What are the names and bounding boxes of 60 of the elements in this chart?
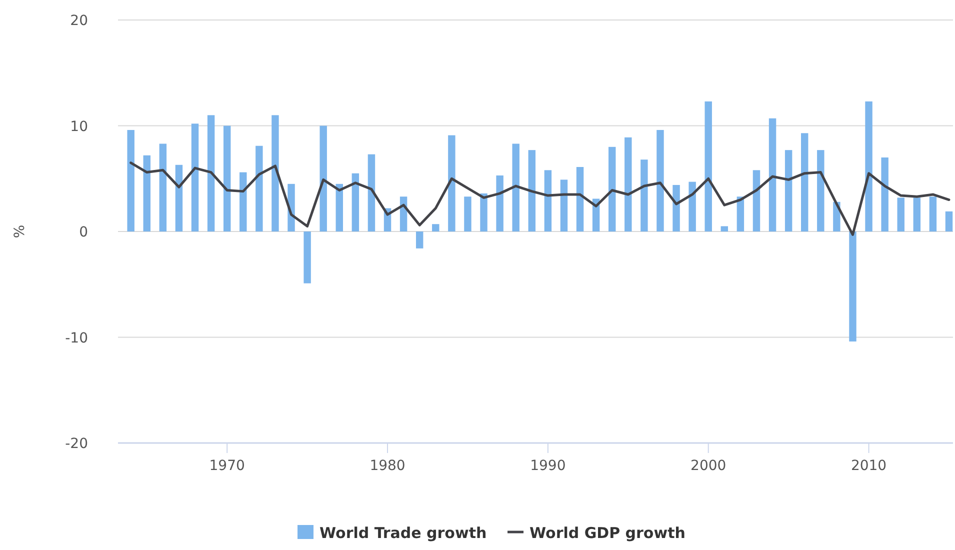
x-tick-label: 1990 xyxy=(530,458,566,474)
bar xyxy=(320,126,327,232)
bar xyxy=(881,157,888,232)
bar xyxy=(560,180,568,232)
bar xyxy=(929,196,937,232)
bar xyxy=(576,166,584,232)
y-tick-label: -20 xyxy=(65,436,88,452)
bar xyxy=(240,172,247,232)
bar xyxy=(656,130,664,232)
bar xyxy=(368,154,376,232)
y-tick-label: -10 xyxy=(65,330,88,346)
x-tick-label: 2010 xyxy=(850,458,887,474)
bar xyxy=(544,170,552,232)
bar xyxy=(608,146,616,232)
bar xyxy=(272,115,279,232)
bar xyxy=(704,101,712,232)
bar xyxy=(784,150,792,232)
x-tick-label: 1970 xyxy=(209,458,245,474)
bar xyxy=(913,198,921,232)
bar xyxy=(480,193,488,232)
bar xyxy=(256,146,263,232)
bar xyxy=(624,137,632,232)
bar xyxy=(688,182,696,232)
bar xyxy=(191,124,199,232)
bar xyxy=(336,184,343,232)
bar xyxy=(496,175,504,232)
bar xyxy=(817,150,824,232)
bar xyxy=(207,115,215,232)
bar xyxy=(945,211,953,232)
bar xyxy=(175,164,183,232)
bar xyxy=(897,198,904,232)
bar xyxy=(768,118,776,232)
bar xyxy=(801,133,808,232)
bar xyxy=(159,144,167,232)
y-tick-label: 10 xyxy=(70,118,88,135)
bar xyxy=(432,224,440,232)
y-axis-title: % xyxy=(12,224,28,238)
y-tick-label: 20 xyxy=(70,13,88,29)
line-series xyxy=(130,162,950,236)
bar xyxy=(304,232,311,284)
bar xyxy=(448,135,456,232)
bar xyxy=(720,226,728,232)
bar xyxy=(528,150,536,232)
legend-label: World Trade growth xyxy=(320,524,487,542)
bar xyxy=(464,196,472,232)
bar xyxy=(127,130,134,232)
x-tick-label: 2000 xyxy=(690,458,726,474)
y-tick-label: 0 xyxy=(79,224,88,240)
x-tick-label: 1980 xyxy=(370,458,406,474)
bar xyxy=(512,144,520,232)
bar xyxy=(849,232,856,342)
bar xyxy=(865,101,872,232)
bar xyxy=(752,170,760,232)
bar xyxy=(672,184,680,232)
bar xyxy=(143,155,150,232)
bar xyxy=(640,160,648,232)
bar xyxy=(352,173,360,232)
legend-label: World GDP growth xyxy=(530,524,686,542)
bar xyxy=(223,126,231,232)
bar xyxy=(416,232,424,248)
